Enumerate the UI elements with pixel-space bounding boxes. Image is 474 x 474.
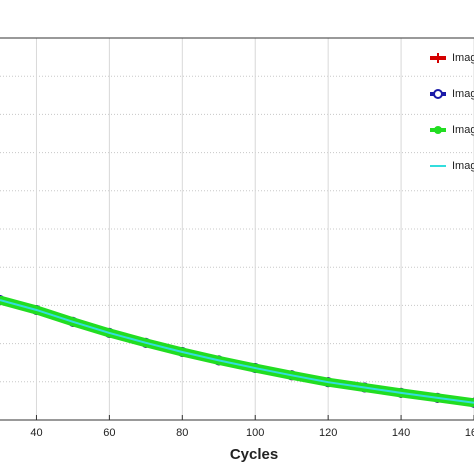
- line: [0, 296, 474, 407]
- x-tick-label: 140: [392, 427, 410, 439]
- line: [0, 296, 474, 407]
- legend-label: Imag: [452, 88, 474, 100]
- series: [0, 295, 474, 408]
- x-tick-label: 60: [103, 427, 115, 439]
- x-tick-label: 100: [246, 427, 264, 439]
- x-tick-label: 120: [319, 427, 337, 439]
- legend-marker: [433, 89, 443, 99]
- line: [0, 299, 474, 404]
- x-tick-label: 80: [176, 427, 188, 439]
- grid: [0, 38, 474, 420]
- legend-marker: [433, 53, 443, 63]
- legend-label: Imag: [452, 52, 474, 64]
- legend-label: Imag: [452, 160, 474, 172]
- line: [0, 295, 474, 408]
- x-tick-label: 160: [465, 427, 474, 439]
- series: [0, 299, 474, 404]
- legend-marker: [434, 126, 442, 134]
- x-axis-label: Cycles: [230, 446, 278, 463]
- legend-label: Imag: [452, 124, 474, 136]
- x-tick-label: 40: [30, 427, 42, 439]
